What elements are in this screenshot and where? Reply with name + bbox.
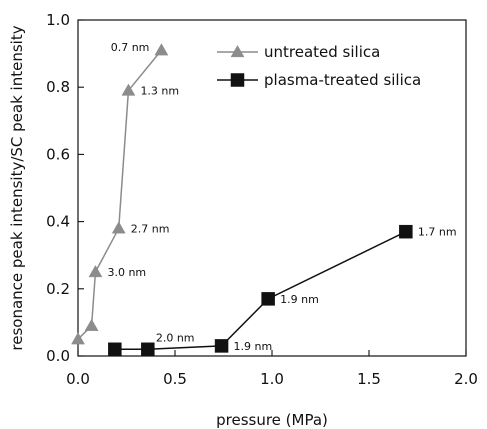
ticks-layer: 0.0 0.5 1.0 1.5 2.0 0.0 0.2 0.4 0.6 0.8 1.0: [46, 11, 478, 388]
legend-label: untreated silica: [264, 43, 380, 61]
series-untreated: [71, 43, 169, 345]
legend-item: untreated silica: [217, 43, 380, 61]
annotation-label: 1.7 nm: [418, 226, 457, 239]
series-layer: [71, 43, 413, 357]
legend-square-marker: [230, 73, 245, 87]
y-tick-label: 0.0: [46, 347, 70, 365]
annotation-label: 1.9 nm: [280, 293, 319, 306]
x-tick-label: 0.0: [66, 370, 90, 388]
y-tick-label: 1.0: [46, 11, 70, 29]
x-tick-label: 2.0: [454, 370, 478, 388]
square-point: [108, 342, 122, 357]
square-point: [399, 224, 413, 239]
y-tick-label: 0.8: [46, 78, 70, 96]
triangle-point: [71, 332, 85, 345]
triangle-point: [84, 318, 99, 331]
square-point: [214, 339, 229, 353]
x-axis-label: pressure (MPa): [216, 411, 328, 429]
triangle-point: [111, 221, 126, 234]
annotation-label: 2.0 nm: [156, 331, 195, 344]
annotation-label: 1.3 nm: [140, 85, 179, 98]
series-plasma-treated: [108, 224, 413, 357]
legend-triangle-marker: [230, 44, 245, 58]
legend: untreated silica plasma-treated silica: [217, 43, 421, 89]
square-point: [141, 342, 155, 357]
legend-label: plasma-treated silica: [264, 71, 421, 89]
y-tick-label: 0.2: [46, 280, 70, 298]
x-tick-label: 1.5: [357, 370, 381, 388]
x-tick-label: 0.5: [163, 370, 187, 388]
annotation-label: 1.9 nm: [234, 340, 273, 353]
triangle-point: [121, 83, 136, 96]
annotation-layer: 0.7 nm 1.3 nm 2.7 nm 3.0 nm 2.0 nm 1.9 nm 1.9 …: [107, 41, 456, 353]
triangle-point: [88, 264, 103, 278]
y-tick-label: 0.6: [46, 145, 70, 163]
y-tick-label: 0.4: [46, 213, 70, 231]
x-tick-label: 1.0: [260, 370, 284, 388]
legend-item: plasma-treated silica: [217, 71, 421, 89]
annotation-label: 3.0 nm: [107, 266, 146, 279]
annotation-label: 2.7 nm: [131, 222, 170, 235]
y-axis-label: resonance peak intensity/SC peak intensi…: [8, 25, 26, 350]
square-point: [261, 292, 275, 306]
annotation-label: 0.7 nm: [111, 41, 150, 54]
triangle-point: [154, 43, 169, 56]
